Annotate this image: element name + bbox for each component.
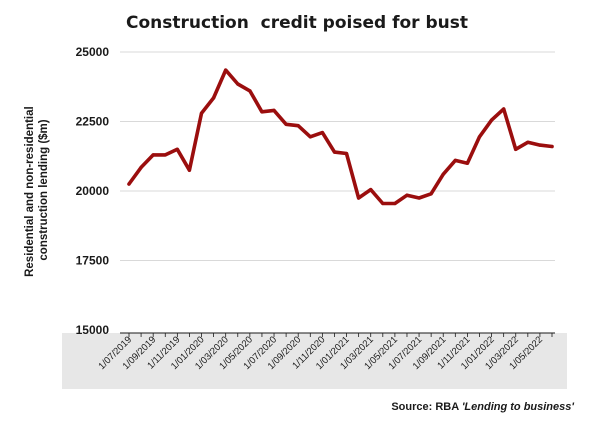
data-point [296,124,300,128]
data-point [284,122,288,126]
data-point [139,165,143,169]
y-tick-label: 20000 [76,184,110,198]
data-point [199,111,204,115]
data-point [405,193,409,197]
y-axis-label-line-2: construction lending ($m) [38,119,50,260]
data-point [417,196,421,200]
data-point [357,196,361,200]
data-point [550,144,554,149]
data-point [344,151,349,156]
data-point [526,140,530,144]
chart-title: Construction credit poised for bust [126,13,468,33]
data-point [320,131,324,135]
data-point [393,201,397,206]
data-point [260,110,264,114]
source-title: 'Lending to business' [462,401,575,413]
x-axis-band [62,333,567,389]
data-point [212,96,216,100]
data-point [429,192,433,196]
data-point [272,108,276,112]
data-point [236,82,240,86]
data-point [477,135,482,139]
data-point [502,107,506,111]
data-point [187,168,191,172]
data-point [248,89,252,93]
data-point [465,161,469,165]
y-tick-label: 25000 [76,45,110,59]
data-point [490,118,494,122]
data-point [224,68,228,72]
y-axis-label: Residential and non-residential construc… [24,103,50,277]
y-tick-label: 22500 [76,115,110,129]
data-point [308,135,312,139]
data-point [538,143,542,147]
data-point [441,172,445,176]
source-prefix: Source: RBA [391,401,459,413]
data-point [175,147,179,151]
gridlines [120,51,555,261]
data-point [127,182,131,186]
series-line [127,68,554,206]
y-axis-ticks: 15000 17500 20000 22500 25000 [76,45,110,337]
data-point [381,201,385,206]
y-tick-label: 15000 [76,323,110,337]
data-point [163,153,167,157]
data-point [369,188,373,192]
series-layer [127,68,554,206]
y-axis-label-line-1: Residential and non-residential [24,106,36,277]
data-point [151,153,155,157]
data-point [332,150,337,154]
data-point [453,158,457,162]
y-tick-label: 17500 [76,254,110,268]
source-note: Source: RBA 'Lending to business' [391,401,574,413]
data-point [514,147,518,151]
